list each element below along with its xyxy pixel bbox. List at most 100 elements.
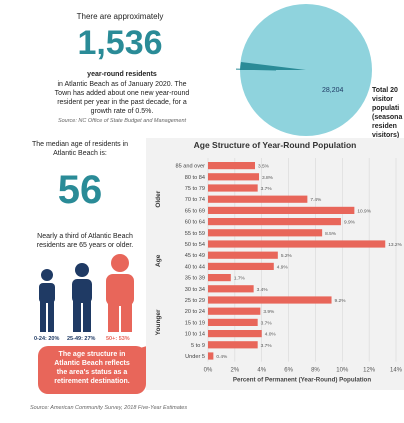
bar <box>208 296 332 304</box>
x-tick-label: 14% <box>390 368 403 374</box>
x-tick-label: 12% <box>363 368 376 374</box>
category-label: 25 to 29 <box>185 298 205 304</box>
category-label: 35 to 39 <box>185 276 205 282</box>
figure-label-middle: 25-49: 27% <box>67 336 96 342</box>
bar-value-label: 3.9% <box>263 309 275 315</box>
bar <box>208 162 255 170</box>
category-label: 10 to 14 <box>185 332 205 338</box>
bar-value-label: 5.2% <box>281 253 293 259</box>
bar <box>208 262 274 270</box>
bar-value-label: 3.8% <box>262 175 274 181</box>
bar <box>208 229 323 237</box>
bar <box>208 274 231 282</box>
x-tick-label: 8% <box>311 368 320 374</box>
pie-leader-line <box>236 68 277 71</box>
pie-legend-line: visitor <box>372 96 394 103</box>
pie-slice-residents <box>240 62 306 70</box>
population-source: Source: NC Office of State Budget and Ma… <box>57 118 187 124</box>
x-axis-label: Percent of Permanent (Year-Round) Popula… <box>233 377 371 384</box>
footer-source: Source: American Community Survey, 2018 … <box>30 405 188 411</box>
x-tick-label: 2% <box>231 368 240 374</box>
bar-value-label: 3.7% <box>261 343 273 349</box>
population-line4: resident per year in the past decade, fo… <box>57 99 187 106</box>
pie-legend-line: populati <box>372 105 400 112</box>
pie-legend-line: (seasona <box>372 114 403 121</box>
bar <box>208 307 261 315</box>
callout-line3: the area's status as a <box>56 369 128 376</box>
median-note1: Nearly a third of Atlantic Beach <box>37 233 133 240</box>
category-label: 15 to 19 <box>185 320 205 326</box>
callout-line4: retirement destination. <box>54 378 130 385</box>
person-figure-young <box>39 269 55 332</box>
pie-legend-line: residen <box>372 123 397 130</box>
median-value: 56 <box>57 168 103 212</box>
bar <box>208 218 341 226</box>
bar-value-label: 4.9% <box>277 264 289 270</box>
bar-value-label: 9.9% <box>344 220 356 226</box>
chart-panel <box>146 138 404 390</box>
bar-value-label: 7.4% <box>310 197 322 203</box>
x-tick-label: 6% <box>284 368 293 374</box>
figure-label-older: 50+: 53% <box>106 336 130 342</box>
median-note2: residents are 65 years or older. <box>36 242 134 249</box>
pie-value-label: 28,204 <box>322 87 344 94</box>
bar-value-label: 13.2% <box>388 242 402 248</box>
x-tick-label: 4% <box>257 368 266 374</box>
category-label: 50 to 54 <box>185 242 205 248</box>
bar <box>208 206 355 214</box>
category-label: 75 to 79 <box>185 186 205 192</box>
bar-value-label: 3.7% <box>261 186 273 192</box>
y-label-younger: Younger <box>155 309 162 335</box>
category-label: 30 to 34 <box>185 287 205 293</box>
y-label-older: Older <box>155 190 162 207</box>
bar <box>208 341 258 349</box>
bar-value-label: 3.4% <box>257 287 269 293</box>
callout-bubble: The age structure in Atlantic Beach refl… <box>38 346 146 394</box>
bar-value-label: 0.4% <box>216 354 228 360</box>
pie-legend-line: Total 20 <box>372 87 398 94</box>
median-line2: Atlantic Beach is: <box>53 150 107 157</box>
category-label: 70 to 74 <box>185 197 205 203</box>
y-label-age: Age <box>155 254 162 267</box>
category-label: 55 to 59 <box>185 231 205 237</box>
population-value: 1,536 <box>77 24 163 62</box>
category-label: 60 to 64 <box>185 220 205 226</box>
bar-value-label: 3.5% <box>258 164 270 170</box>
x-tick-label: 0% <box>204 368 213 374</box>
bar <box>208 352 214 360</box>
bar-value-label: 10.9% <box>357 208 371 214</box>
x-tick-label: 10% <box>336 368 349 374</box>
category-label: 45 to 49 <box>185 253 205 259</box>
bar-value-label: 8.5% <box>325 231 337 237</box>
figure-label-young: 0-24: 20% <box>34 336 60 342</box>
category-label: 65 to 69 <box>185 208 205 214</box>
pie-chart: 28,204 <box>236 4 372 136</box>
bar <box>208 240 386 248</box>
person-figure-older <box>106 254 134 332</box>
population-line1: year-round residents <box>87 71 157 78</box>
population-line3: Town has added about one new year-round <box>54 90 190 97</box>
population-line2: in Atlantic Beach as of January 2020. Th… <box>57 81 187 88</box>
bar-value-label: 3.7% <box>261 320 273 326</box>
pie-legend-line: visitors) <box>372 132 400 139</box>
callout-line2: Atlantic Beach reflects <box>54 360 130 367</box>
bar <box>208 184 258 192</box>
bar <box>208 195 308 203</box>
category-label: 85 and over <box>175 164 205 170</box>
bar-value-label: 9.2% <box>335 298 347 304</box>
bar-value-label: 1.7% <box>234 276 246 282</box>
pie-legend: Total 20 visitor populati (seasona resid… <box>372 86 404 140</box>
person-figure-middle <box>72 263 92 332</box>
category-label: 20 to 24 <box>185 309 205 315</box>
median-line1: The median age of residents in <box>31 141 129 148</box>
bar <box>208 285 254 293</box>
age-group-figures <box>39 254 134 332</box>
category-label: 80 to 84 <box>185 175 205 181</box>
bar <box>208 251 278 259</box>
chart-title: Age Structure of Year-Round Population <box>193 140 357 150</box>
intro-text: There are approximately <box>76 12 164 21</box>
category-label: 5 to 9 <box>191 343 205 349</box>
bar-chart: 0% 2% 4% 6% 8% 10% 12% 14% 85 and over 3.5% 80 to … <box>155 158 403 384</box>
bar <box>208 330 262 338</box>
bar-value-label: 4.0% <box>265 332 277 338</box>
